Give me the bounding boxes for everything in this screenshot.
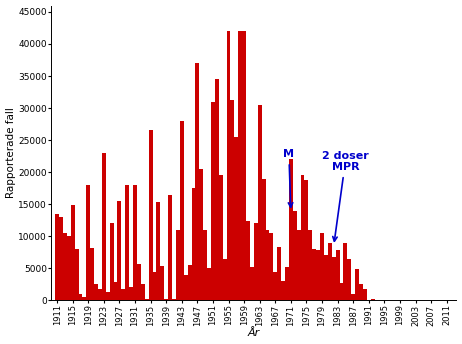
Bar xyxy=(242,31,246,300)
Bar xyxy=(195,63,199,300)
Bar xyxy=(157,202,160,300)
Bar xyxy=(316,250,320,300)
Bar xyxy=(176,230,180,300)
Bar xyxy=(125,185,129,300)
Bar xyxy=(293,211,297,300)
Bar xyxy=(71,205,75,300)
Bar xyxy=(203,230,207,300)
Bar xyxy=(55,214,59,300)
Bar xyxy=(281,281,285,300)
Bar xyxy=(133,185,137,300)
Bar xyxy=(238,31,242,300)
Bar xyxy=(215,79,219,300)
Bar xyxy=(363,289,367,300)
Bar xyxy=(106,292,109,300)
Bar xyxy=(168,195,172,300)
Bar xyxy=(274,272,277,300)
Bar xyxy=(328,243,332,300)
Bar xyxy=(82,297,86,300)
Bar xyxy=(75,249,79,300)
Bar xyxy=(226,31,231,300)
Bar xyxy=(129,287,133,300)
Bar xyxy=(336,250,340,300)
Bar xyxy=(98,289,102,300)
Bar xyxy=(223,259,226,300)
Bar xyxy=(63,233,67,300)
Bar xyxy=(347,259,351,300)
Bar xyxy=(90,248,94,300)
Bar xyxy=(199,169,203,300)
Bar xyxy=(312,249,316,300)
Bar xyxy=(234,137,238,300)
Bar xyxy=(285,267,289,300)
Text: M: M xyxy=(283,149,294,207)
Bar xyxy=(114,282,117,300)
Bar xyxy=(320,233,324,300)
Bar xyxy=(141,284,145,300)
Bar xyxy=(79,294,82,300)
Bar xyxy=(219,175,223,300)
Bar xyxy=(207,268,211,300)
Bar xyxy=(261,179,266,300)
Bar xyxy=(102,153,106,300)
Bar xyxy=(184,275,188,300)
Bar xyxy=(94,284,98,300)
Bar xyxy=(172,299,176,300)
Bar xyxy=(351,294,355,300)
Bar xyxy=(371,299,375,300)
Bar xyxy=(304,181,309,300)
Bar xyxy=(145,299,149,300)
Bar xyxy=(297,230,301,300)
Bar xyxy=(164,299,168,300)
Bar xyxy=(289,159,293,300)
Bar xyxy=(180,121,184,300)
Bar xyxy=(188,265,192,300)
Bar xyxy=(109,223,114,300)
Bar xyxy=(137,265,141,300)
Bar xyxy=(324,255,328,300)
Y-axis label: Rapporterade fall: Rapporterade fall xyxy=(6,107,16,198)
Bar xyxy=(258,105,261,300)
Bar xyxy=(250,267,254,300)
Bar xyxy=(117,201,122,300)
Bar xyxy=(254,223,258,300)
Bar xyxy=(355,269,359,300)
Bar xyxy=(343,243,347,300)
Bar xyxy=(231,100,234,300)
Bar xyxy=(332,257,336,300)
Text: 2 doser
MPR: 2 doser MPR xyxy=(322,151,369,241)
Bar xyxy=(59,217,63,300)
Bar xyxy=(149,130,152,300)
Bar xyxy=(309,230,312,300)
Bar xyxy=(67,236,71,300)
Bar xyxy=(266,230,269,300)
Bar xyxy=(122,289,125,300)
Bar xyxy=(340,283,343,300)
Bar xyxy=(277,247,281,300)
Bar xyxy=(152,272,157,300)
Bar xyxy=(359,284,363,300)
Bar xyxy=(301,175,304,300)
Bar xyxy=(211,101,215,300)
Bar xyxy=(160,266,164,300)
Bar xyxy=(192,188,195,300)
Bar xyxy=(269,233,274,300)
X-axis label: År: År xyxy=(248,329,260,338)
Bar xyxy=(86,185,90,300)
Bar xyxy=(246,222,250,300)
